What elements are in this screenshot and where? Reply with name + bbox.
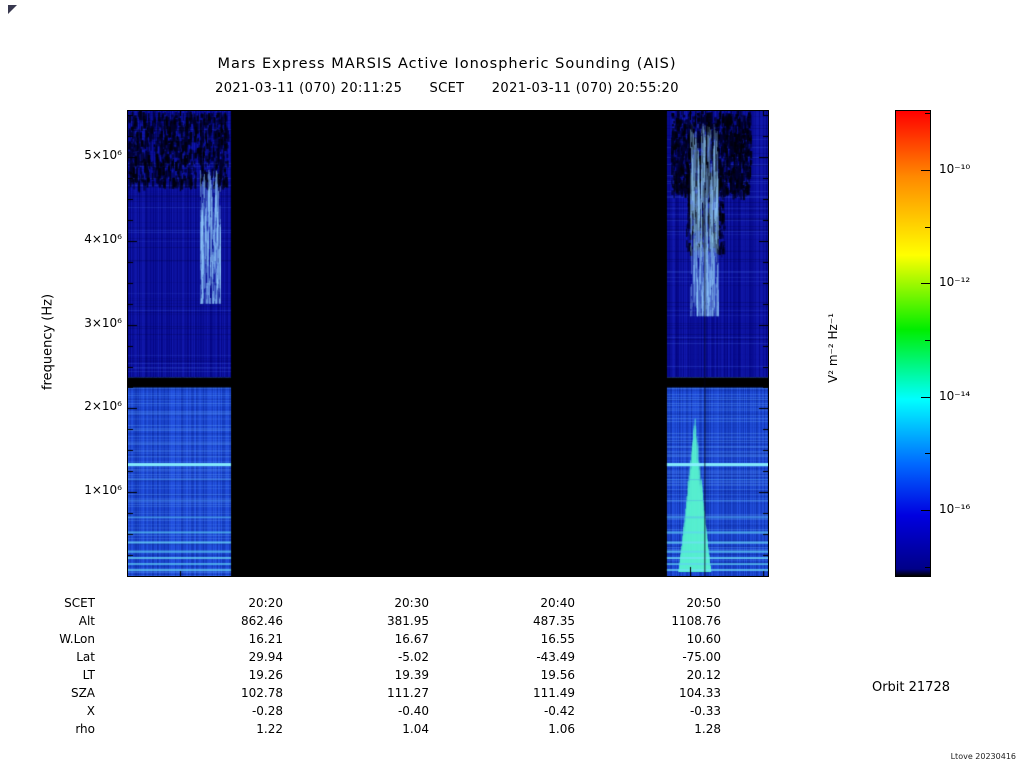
y-tick-label: 5×10⁶ <box>84 148 122 163</box>
plot-area <box>127 110 769 577</box>
ephemeris-value: -5.02 <box>397 650 429 664</box>
ephemeris-value: 487.35 <box>533 614 575 628</box>
colorbar-minor-tick <box>925 566 930 568</box>
colorbar-tick-label: 10⁻¹² <box>939 275 971 290</box>
ephemeris-row-label: X <box>86 704 95 718</box>
ephemeris-value: 19.56 <box>540 668 575 682</box>
ephemeris-row-label: Alt <box>78 614 95 628</box>
colorbar-tick-label: 10⁻¹⁶ <box>939 501 971 516</box>
ephemeris-row-label: Lat <box>76 650 95 664</box>
ephemeris-value: -0.42 <box>543 704 575 718</box>
ephemeris-value: 862.46 <box>241 614 283 628</box>
chart-title: Mars Express MARSIS Active Ionospheric S… <box>217 56 677 72</box>
ephemeris-value: 20.12 <box>686 668 721 682</box>
ephemeris-value: -75.00 <box>682 650 721 664</box>
ephemeris-value: 104.33 <box>679 686 721 700</box>
colorbar-tick-label: 10⁻¹⁴ <box>939 388 971 403</box>
y-tick-label: 1×10⁶ <box>84 483 122 498</box>
ephemeris-row-label: LT <box>82 668 95 682</box>
ephemeris-value: -0.40 <box>397 704 429 718</box>
colorbar-minor-tick <box>925 339 930 341</box>
ephemeris-value: 20:30 <box>394 596 429 610</box>
ephemeris-value: -43.49 <box>536 650 575 664</box>
ephemeris-value: 1108.76 <box>671 614 721 628</box>
ephemeris-value: 16.21 <box>248 632 283 646</box>
y-tick-label: 3×10⁶ <box>84 315 122 330</box>
y-tick-label: 4×10⁶ <box>84 231 122 246</box>
ephemeris-value: 10.60 <box>686 632 721 646</box>
screen-artifact <box>8 5 17 14</box>
ephemeris-value: 111.27 <box>387 686 429 700</box>
ephemeris-value: 16.55 <box>540 632 575 646</box>
ephemeris-value: 20:40 <box>540 596 575 610</box>
ephemeris-row-label: SZA <box>70 686 95 700</box>
colorbar-axis-label: V² m⁻² Hz⁻¹ <box>826 313 840 383</box>
colorbar-minor-tick <box>925 453 930 455</box>
ephemeris-row-label: rho <box>75 722 95 736</box>
spectrogram-canvas <box>128 111 768 576</box>
ephemeris-value: 29.94 <box>248 650 283 664</box>
ephemeris-value: -0.33 <box>689 704 721 718</box>
ephemeris-value: 19.26 <box>248 668 283 682</box>
ephemeris-value: -0.28 <box>251 704 283 718</box>
ephemeris-value: 1.06 <box>548 722 575 736</box>
ephemeris-value: 20:50 <box>686 596 721 610</box>
colorbar-minor-tick <box>925 113 930 115</box>
colorbar-minor-tick <box>925 226 930 228</box>
colorbar-tick-mark <box>921 169 930 171</box>
colorbar-tick-mark <box>921 283 930 285</box>
ephemeris-value: 381.95 <box>387 614 429 628</box>
colorbar-tick-label: 10⁻¹⁰ <box>939 161 971 176</box>
ephemeris-value: 102.78 <box>241 686 283 700</box>
ephemeris-value: 1.22 <box>256 722 283 736</box>
colorbar-tick-mark <box>921 396 930 398</box>
ephemeris-value: 19.39 <box>394 668 429 682</box>
y-tick-label: 2×10⁶ <box>84 399 122 414</box>
chart-subtitle: 2021-03-11 (070) 20:11:25 SCET 2021-03-1… <box>215 81 679 96</box>
ephemeris-value: 1.04 <box>402 722 429 736</box>
colorbar-tick-mark <box>921 509 930 511</box>
colorbar <box>895 110 931 577</box>
ephemeris-value: 111.49 <box>533 686 575 700</box>
ephemeris-value: 20:20 <box>248 596 283 610</box>
orbit-label: Orbit 21728 <box>871 680 950 695</box>
watermark: Ltove 20230416 <box>950 752 1016 761</box>
ephemeris-row-label: SCET <box>64 596 95 610</box>
ephemeris-value: 16.67 <box>394 632 429 646</box>
y-axis-label: frequency (Hz) <box>40 293 56 391</box>
ephemeris-value: 1.28 <box>694 722 721 736</box>
ephemeris-row-label: W.Lon <box>59 632 95 646</box>
